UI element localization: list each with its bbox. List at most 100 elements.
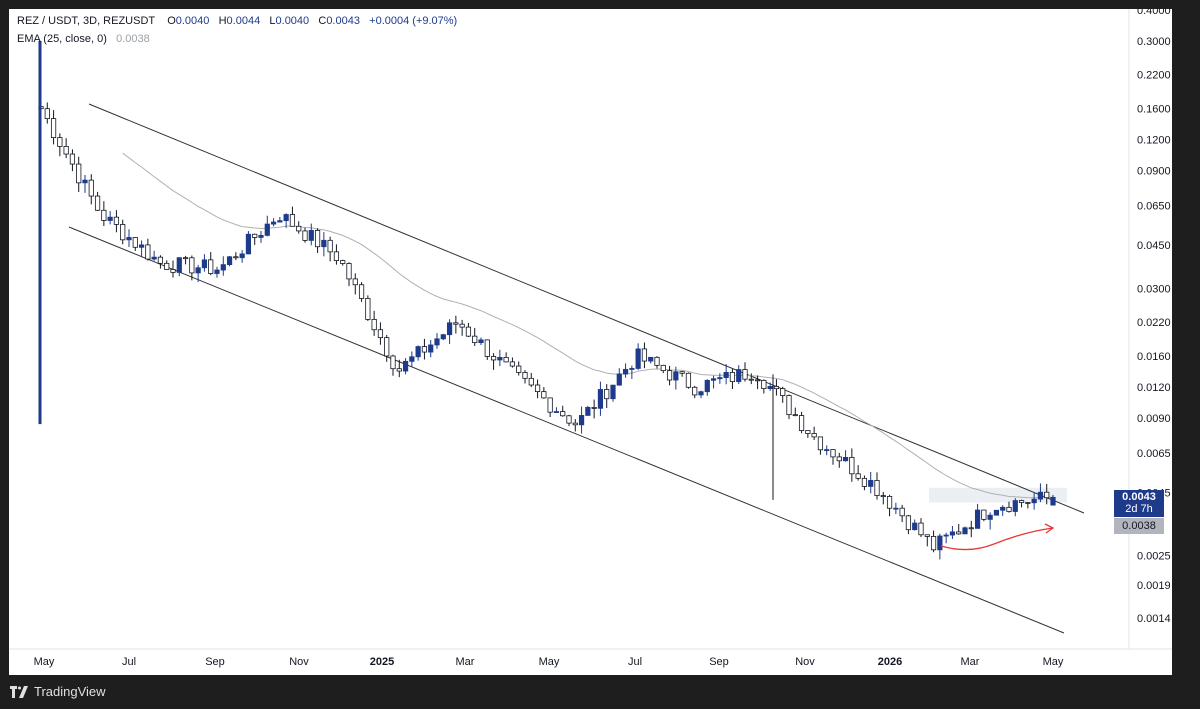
candle [126,229,132,248]
candle-body [365,298,371,320]
candle [616,368,622,386]
candle-body [415,346,421,358]
candle-body [949,531,956,536]
candle [346,262,352,287]
x-tick-label: May [34,656,55,668]
candle-body [371,318,377,331]
rounded-bottom-arrow [940,527,1054,551]
candle [830,449,836,465]
candle [786,394,792,420]
candle [849,448,855,482]
candle-body [421,346,428,353]
candle-body [1050,496,1056,506]
candle [277,216,283,223]
tradingview-logo-icon [10,685,28,698]
candle [578,406,585,434]
candle-body [258,234,264,238]
candle [157,255,164,269]
candle-body [522,372,528,379]
candle [773,379,780,396]
y-tick-label: 0.0014 [1137,613,1171,625]
candle [107,211,113,225]
candle [723,364,729,385]
chart-canvas[interactable]: 0.4000 0.3000 0.2200 0.1600 0.1200 0.0900 0.06… [9,9,1172,675]
candle-body [534,384,541,393]
candle [88,174,94,205]
ema-legend[interactable]: EMA (25, close, 0) 0.0038 [17,33,150,45]
candle [201,254,208,272]
candle [528,372,534,388]
candle-body [516,365,522,373]
candle [245,231,252,255]
y-tick-label: 0.0650 [1137,200,1171,212]
candle [842,450,849,462]
candle-body [340,260,346,264]
candle-body [138,244,145,248]
candle [384,335,390,362]
candle-body [453,322,459,325]
x-tick-label: Jul [628,656,642,668]
y-tick-label: 0.2200 [1137,69,1171,81]
x-tick-label: Mar [961,656,980,668]
candle [692,385,698,399]
candle-body [226,256,233,266]
candle [1018,499,1025,508]
candle-body [742,369,748,380]
candle-body [377,329,384,339]
candle [811,426,817,441]
candle-body [981,509,987,520]
candle [516,361,522,376]
candle-body [440,334,446,340]
candle-body [94,195,101,211]
ema-label: EMA (25, close, 0) [17,33,107,45]
candle [905,514,912,535]
x-tick-label: May [539,656,560,668]
candle-body [402,360,409,372]
candle-body [773,386,780,390]
candle-body [1012,500,1018,512]
candle-body [560,411,566,417]
candle [340,259,346,266]
chart-frame: 0.4000 0.3000 0.2200 0.1600 0.1200 0.0900 0.06… [9,9,1172,675]
y-tick-label: 0.0065 [1137,448,1171,460]
candle [987,512,993,530]
symbol-legend: REZ / USDT, 3D, REZUSDT O0.0040 H0.0044 … [17,15,457,27]
candle-body [861,477,868,487]
candle [233,252,239,261]
candle-body [57,137,63,147]
candle [132,236,138,251]
candle [396,359,402,378]
candle [314,228,321,253]
candle-body [566,415,572,424]
candle-body [830,449,836,458]
candle [805,430,811,438]
candle [352,273,358,295]
candle [572,419,578,432]
candle-body [585,407,591,416]
candle-body [189,257,195,274]
candle-body [968,527,974,530]
candle [478,337,484,346]
candle [176,257,182,277]
candle-body [654,356,660,366]
candle [566,414,572,427]
candle [930,530,937,553]
high-label: H [218,15,227,27]
candle-body [157,256,164,264]
candle-body [930,536,937,551]
candle-body [943,534,949,537]
candle-body [264,223,270,236]
candle-body [855,473,861,479]
candle-body [698,391,704,396]
candle-body [597,389,604,409]
candle-body [987,514,993,520]
candle-body [780,388,786,396]
candle-body [446,322,453,336]
candle-body [289,214,296,227]
candle [893,502,899,515]
y-tick-label: 0.0019 [1137,580,1171,592]
last-price: 0.0043 [1122,491,1156,503]
candle-body [842,456,849,462]
y-tick-label: 0.0120 [1137,382,1171,394]
candle-body [120,224,126,241]
